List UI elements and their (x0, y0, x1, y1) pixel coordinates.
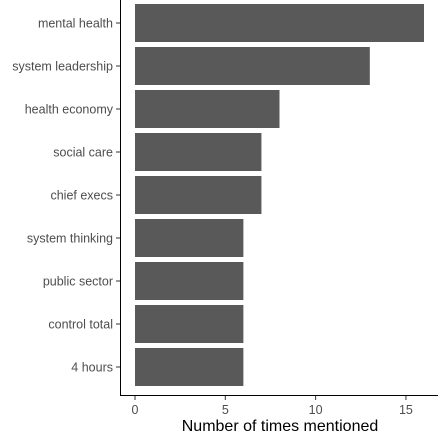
category-label: 4 hours (71, 361, 113, 375)
category-labels: mental health system leadership health eco… (12, 17, 113, 375)
x-axis-title: Number of times mentioned (182, 418, 379, 435)
category-label: mental health (38, 17, 113, 31)
category-label: social care (53, 146, 113, 160)
bars-group (135, 4, 424, 386)
category-label: chief execs (50, 189, 113, 203)
bar (135, 47, 370, 85)
bar (135, 219, 244, 257)
bar (135, 348, 244, 386)
category-label: control total (48, 318, 113, 332)
x-tick-label: 5 (222, 403, 229, 417)
bar (135, 133, 262, 171)
x-axis-ticks: 0 5 10 15 (132, 396, 413, 417)
x-tick-label: 0 (132, 403, 139, 417)
category-label: system leadership (12, 60, 113, 74)
category-label: public sector (43, 275, 113, 289)
category-ticks (116, 22, 120, 368)
category-label: system thinking (27, 232, 113, 246)
x-tick-label: 15 (399, 403, 413, 417)
bar (135, 4, 424, 42)
category-label: health economy (25, 103, 114, 117)
bar (135, 176, 262, 214)
bar (135, 90, 280, 128)
x-tick-label: 10 (309, 403, 323, 417)
bar (135, 305, 244, 343)
bar (135, 262, 244, 300)
